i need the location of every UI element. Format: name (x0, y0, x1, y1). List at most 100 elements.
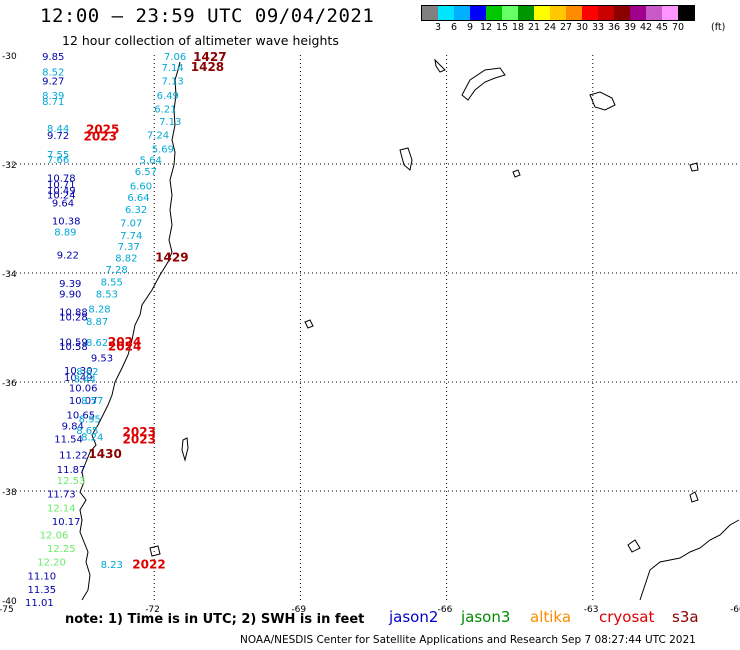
wave-height-colorbar (421, 5, 695, 21)
lat-label: -30 (2, 52, 17, 62)
colorbar-labels: 3 6 9 12 15 18 21 24 27 30 33 36 39 42 45 70 (421, 22, 711, 34)
wave-height-label: 11.10 (27, 571, 56, 582)
wave-height-label: 10.30 (64, 366, 93, 377)
colorbar-label: 18 (511, 22, 525, 33)
lat-label: -34 (2, 270, 17, 280)
wave-height-label: 8.89 (54, 228, 76, 239)
wave-height-label: 10.24 (47, 191, 76, 202)
map-gridlines (8, 55, 739, 600)
lon-label: -66 (438, 605, 453, 615)
colorbar-swatch (454, 6, 470, 20)
wave-height-label: 11.54 (54, 435, 83, 446)
wave-height-label: 9.85 (42, 52, 64, 63)
colorbar-label: 21 (527, 22, 541, 33)
island-outline (434, 58, 446, 73)
wave-height-label: 11.87 (57, 465, 86, 476)
wave-height-label: 6.60 (130, 181, 152, 192)
colorbar-label: 24 (543, 22, 557, 33)
wave-height-label: 9.90 (59, 290, 81, 301)
wave-height-label: 11.01 (25, 598, 54, 609)
lat-label: -32 (2, 161, 17, 171)
wave-height-label: 6.32 (125, 205, 147, 216)
wave-height-label: 8.52 (42, 67, 64, 78)
wave-height-label: 8.65 (76, 426, 98, 437)
legend-cryosat: cryosat (599, 608, 655, 626)
colorbar-swatch (630, 6, 646, 20)
legend-jason3: jason3 (461, 608, 511, 626)
wave-height-label: 6.64 (127, 193, 149, 204)
colorbar-swatch (678, 6, 694, 20)
wave-height-label: 7.13 (162, 77, 184, 88)
island-outline (689, 491, 699, 503)
wave-height-label: 8.87 (86, 317, 108, 328)
pass-time-label: 2025 (86, 123, 119, 137)
pass-time-label: 2023 (84, 130, 117, 144)
wave-height-label: 11.22 (59, 450, 88, 461)
wave-height-label: 10.78 (47, 174, 76, 185)
wave-height-label: 7.14 (162, 63, 184, 74)
wave-height-label: 12.53 (57, 476, 86, 487)
wave-height-label: 8.44 (74, 375, 96, 386)
wave-height-label: 10.58 (59, 342, 88, 353)
wave-height-label: 7.37 (118, 242, 140, 253)
wave-height-label: 8.82 (115, 254, 137, 265)
island-outline (512, 169, 521, 178)
map-axis-labels: -30 -32 -34 -36 -38 -40-75 -72 -69 -66 -63 -60 (0, 52, 740, 615)
wave-height-label: 9.84 (62, 422, 84, 433)
colorbar-label: 30 (575, 22, 589, 33)
colorbar-label: 45 (655, 22, 669, 33)
pass-time-label: 1429 (155, 251, 188, 265)
wave-height-label: 7.66 (47, 155, 69, 166)
lon-label: -75 (0, 605, 14, 615)
wave-height-label: 7.07 (120, 218, 142, 229)
wave-height-label: 7.28 (105, 265, 127, 276)
lat-label: -40 (2, 597, 17, 607)
wave-height-label: 6.21 (154, 104, 176, 115)
lon-label: -63 (584, 605, 599, 615)
island-outline (304, 319, 314, 329)
colorbar-swatch (502, 6, 518, 20)
pass-time-label: 2022 (132, 557, 165, 571)
colorbar-swatch (582, 6, 598, 20)
wave-height-label: 12.20 (37, 557, 66, 568)
wave-height-label: 11.35 (27, 585, 56, 596)
map-subtitle: 12 hour collection of altimeter wave hei… (62, 33, 339, 48)
wave-height-label: 7.13 (159, 117, 181, 128)
wave-height-label: 9.27 (42, 77, 64, 88)
colorbar-label: 36 (607, 22, 621, 33)
wave-height-label: 6.57 (135, 167, 157, 178)
wave-height-label: 8.57 (81, 396, 103, 407)
wave-height-label: 8.95 (79, 415, 101, 426)
pass-time-label: 1428 (191, 60, 224, 74)
wave-height-label: 10.71 (47, 180, 76, 191)
wave-height-label: 8.44 (47, 124, 69, 135)
wave-height-label: 12.06 (40, 531, 69, 542)
island-outline (149, 545, 161, 557)
pass-time-label: 1427 (193, 50, 226, 64)
colorbar-swatch (550, 6, 566, 20)
pass-time-label: 2024 (108, 335, 141, 349)
wave-height-label: 8.53 (96, 290, 118, 301)
wave-height-label: 5.69 (152, 145, 174, 156)
colorbar-label: 3 (434, 22, 442, 33)
colorbar-swatch (470, 6, 486, 20)
wave-height-label: 8.62 (76, 367, 98, 378)
wave-height-label: 9.72 (47, 131, 69, 142)
wave-height-label: 9.64 (52, 199, 74, 210)
wave-height-label: 10.65 (66, 411, 95, 422)
wave-height-label: 7.55 (47, 150, 69, 161)
map-title: 12:00 – 23:59 UTC 09/04/2021 (40, 5, 375, 27)
legend-altika: altika (530, 608, 572, 626)
wave-height-label: 11.73 (47, 490, 76, 501)
wave-height-label: 8.71 (42, 97, 64, 108)
colorbar-swatch (566, 6, 582, 20)
wave-height-label: 12.25 (47, 544, 76, 555)
wave-height-label: 10.49 (64, 373, 93, 384)
colorbar-label: 12 (479, 22, 493, 33)
wave-height-label: 10.38 (52, 217, 81, 228)
wave-height-label: 7.74 (120, 231, 142, 242)
wave-height-label: 10.06 (69, 383, 98, 394)
island-outline (627, 539, 641, 553)
wave-height-label: 6.49 (157, 91, 179, 102)
